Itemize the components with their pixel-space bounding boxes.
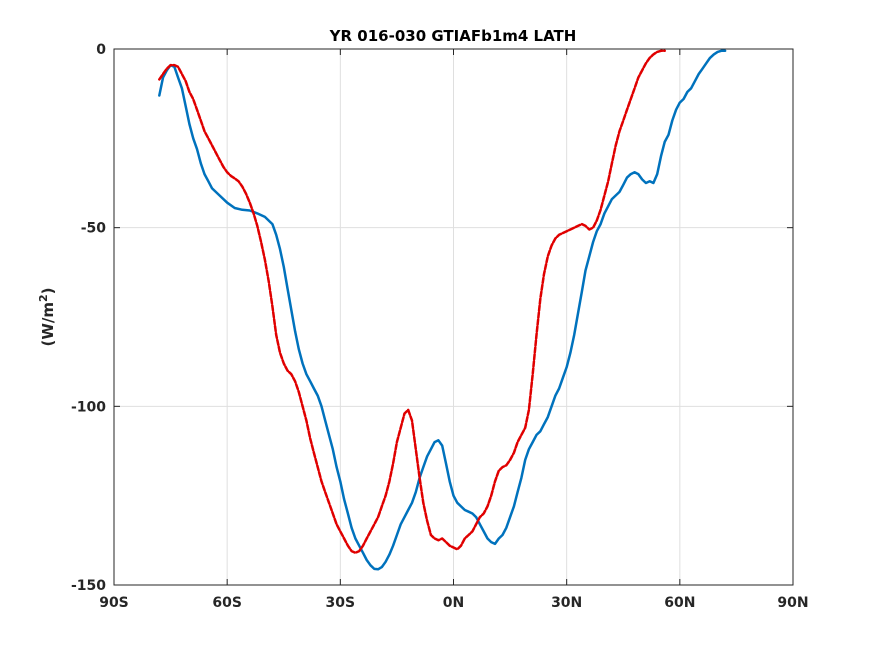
x-tick-label: 30N <box>551 595 582 611</box>
series-line-2 <box>158 49 666 555</box>
y-axis-label-sup: 2 <box>37 294 50 302</box>
x-tick-label: 90N <box>777 595 808 611</box>
chart-title: YR 016-030 GTIAFb1m4 LATH <box>329 27 577 45</box>
series-layer <box>158 49 727 571</box>
series-line-1 <box>158 49 727 571</box>
x-tick-label: 60N <box>664 595 695 611</box>
grid-layer <box>113 48 794 586</box>
x-tick-label: 30S <box>326 595 356 611</box>
x-tick-label: 90S <box>99 595 129 611</box>
y-axis-label-close: ) <box>39 287 57 294</box>
y-axis-label: (W/m2) <box>37 287 58 346</box>
y-tick-label: -100 <box>71 399 106 415</box>
x-tick-label: 0N <box>443 595 464 611</box>
y-tick-label: -150 <box>71 578 106 594</box>
y-tick-label: -50 <box>81 221 107 237</box>
y-tick-label: 0 <box>96 42 106 58</box>
tick-layer: 90S 60S 30S 0N 30N 60N 90N 0 -50 -100 -150 <box>71 42 809 611</box>
x-tick-label: 60S <box>212 595 242 611</box>
y-axis-label-main: (W/m <box>39 302 57 347</box>
